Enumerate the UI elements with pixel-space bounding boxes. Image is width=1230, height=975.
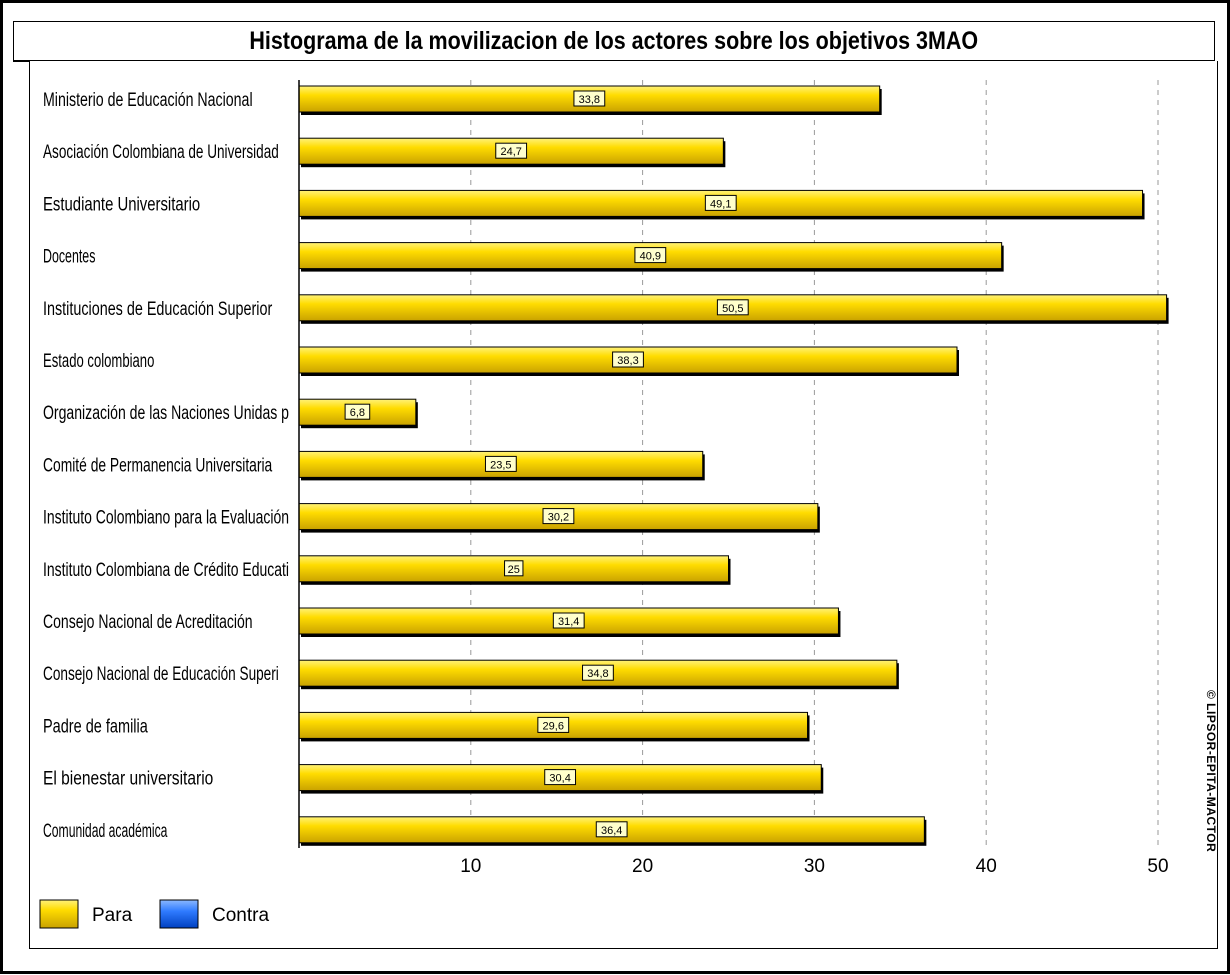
value-label-box <box>344 403 371 420</box>
value-label: 38,3 <box>617 355 638 367</box>
category-label: Asociación Colombiana de Universidad <box>43 142 279 163</box>
category-label: Instituciones de Educación Superior <box>43 299 273 320</box>
value-label-box <box>716 299 749 316</box>
category-label: Estado colombiano <box>43 351 154 372</box>
category-label: Padre de familia <box>43 716 148 737</box>
value-label: 25 <box>508 564 520 576</box>
legend-label: Contra <box>212 905 269 926</box>
value-label: 24,7 <box>500 146 521 158</box>
value-label: 49,1 <box>710 198 731 210</box>
chart-title: Histograma de la movilizacion de los act… <box>249 26 979 55</box>
value-label-box <box>582 664 614 681</box>
x-tick-label: 40 <box>976 856 997 877</box>
value-label-box <box>537 716 570 733</box>
value-label: 30,4 <box>549 773 570 785</box>
bar-para <box>298 189 1144 217</box>
value-label: 36,4 <box>601 825 622 837</box>
bar-para <box>298 711 809 739</box>
legend-swatch <box>159 899 199 929</box>
value-label-box <box>504 560 524 577</box>
value-label: 6,8 <box>350 407 365 419</box>
x-tick-label: 10 <box>460 856 481 877</box>
value-label-box <box>484 455 517 472</box>
value-label-box <box>612 351 644 368</box>
value-label-box <box>595 821 628 838</box>
value-label: 23,5 <box>490 459 511 471</box>
watermark-text: © LIPSOR-EPITA-MACTOR <box>1204 690 1218 853</box>
category-label: Organización de las Naciones Unidas p <box>43 403 289 424</box>
category-label: Comité de Permanencia Universitaria <box>43 455 273 476</box>
category-label: Estudiante Universitario <box>43 194 200 215</box>
x-tick-label: 50 <box>1147 856 1168 877</box>
x-tick-label: 30 <box>804 856 825 877</box>
bars-layer: 33,8 24,7 49,1 40,9 50,5 38,3 6,8 23,5 30,2 25 31,… <box>298 85 1169 846</box>
category-label: Consejo Nacional de Acreditación <box>43 612 253 633</box>
value-label-box <box>552 612 585 629</box>
value-label: 29,6 <box>543 720 564 732</box>
category-label: El bienestar universitario <box>43 769 213 790</box>
category-label: Comunidad académica <box>43 821 168 842</box>
category-label: Instituto Colombiana de Crédito Educati <box>43 560 289 581</box>
value-label: 30,2 <box>548 512 569 524</box>
value-label: 31,4 <box>558 616 579 628</box>
legend-label: Para <box>92 905 133 926</box>
category-label: Consejo Nacional de Educación Superi <box>43 664 279 685</box>
category-labels: Ministerio de Educación Nacional Asociaci… <box>43 90 289 842</box>
legend-swatch <box>39 899 79 929</box>
value-label: 34,8 <box>587 668 608 680</box>
value-label-box <box>544 769 577 786</box>
x-axis: 10 20 30 40 50 <box>298 80 1169 877</box>
value-label: 40,9 <box>640 251 661 263</box>
value-label-box <box>634 247 667 264</box>
x-tick-label: 20 <box>632 856 653 877</box>
value-label: 50,5 <box>722 303 743 315</box>
value-label: 33,8 <box>579 94 600 106</box>
legend: Para Contra <box>39 899 269 929</box>
category-label: Ministerio de Educación Nacional <box>43 90 253 111</box>
value-label-box <box>704 194 737 211</box>
category-label: Instituto Colombiano para la Evaluación <box>43 508 289 529</box>
category-label: Docentes <box>43 247 95 268</box>
value-label-box <box>573 90 606 107</box>
title-bar: Histograma de la movilizacion de los act… <box>13 21 1215 62</box>
bar-para <box>298 398 417 426</box>
value-label-box <box>495 142 528 159</box>
value-label-box <box>542 508 575 525</box>
